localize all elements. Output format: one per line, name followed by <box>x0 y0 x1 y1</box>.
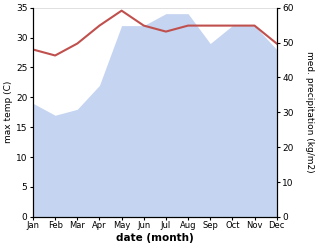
X-axis label: date (month): date (month) <box>116 233 194 243</box>
Y-axis label: med. precipitation (kg/m2): med. precipitation (kg/m2) <box>305 51 314 173</box>
Y-axis label: max temp (C): max temp (C) <box>4 81 13 144</box>
